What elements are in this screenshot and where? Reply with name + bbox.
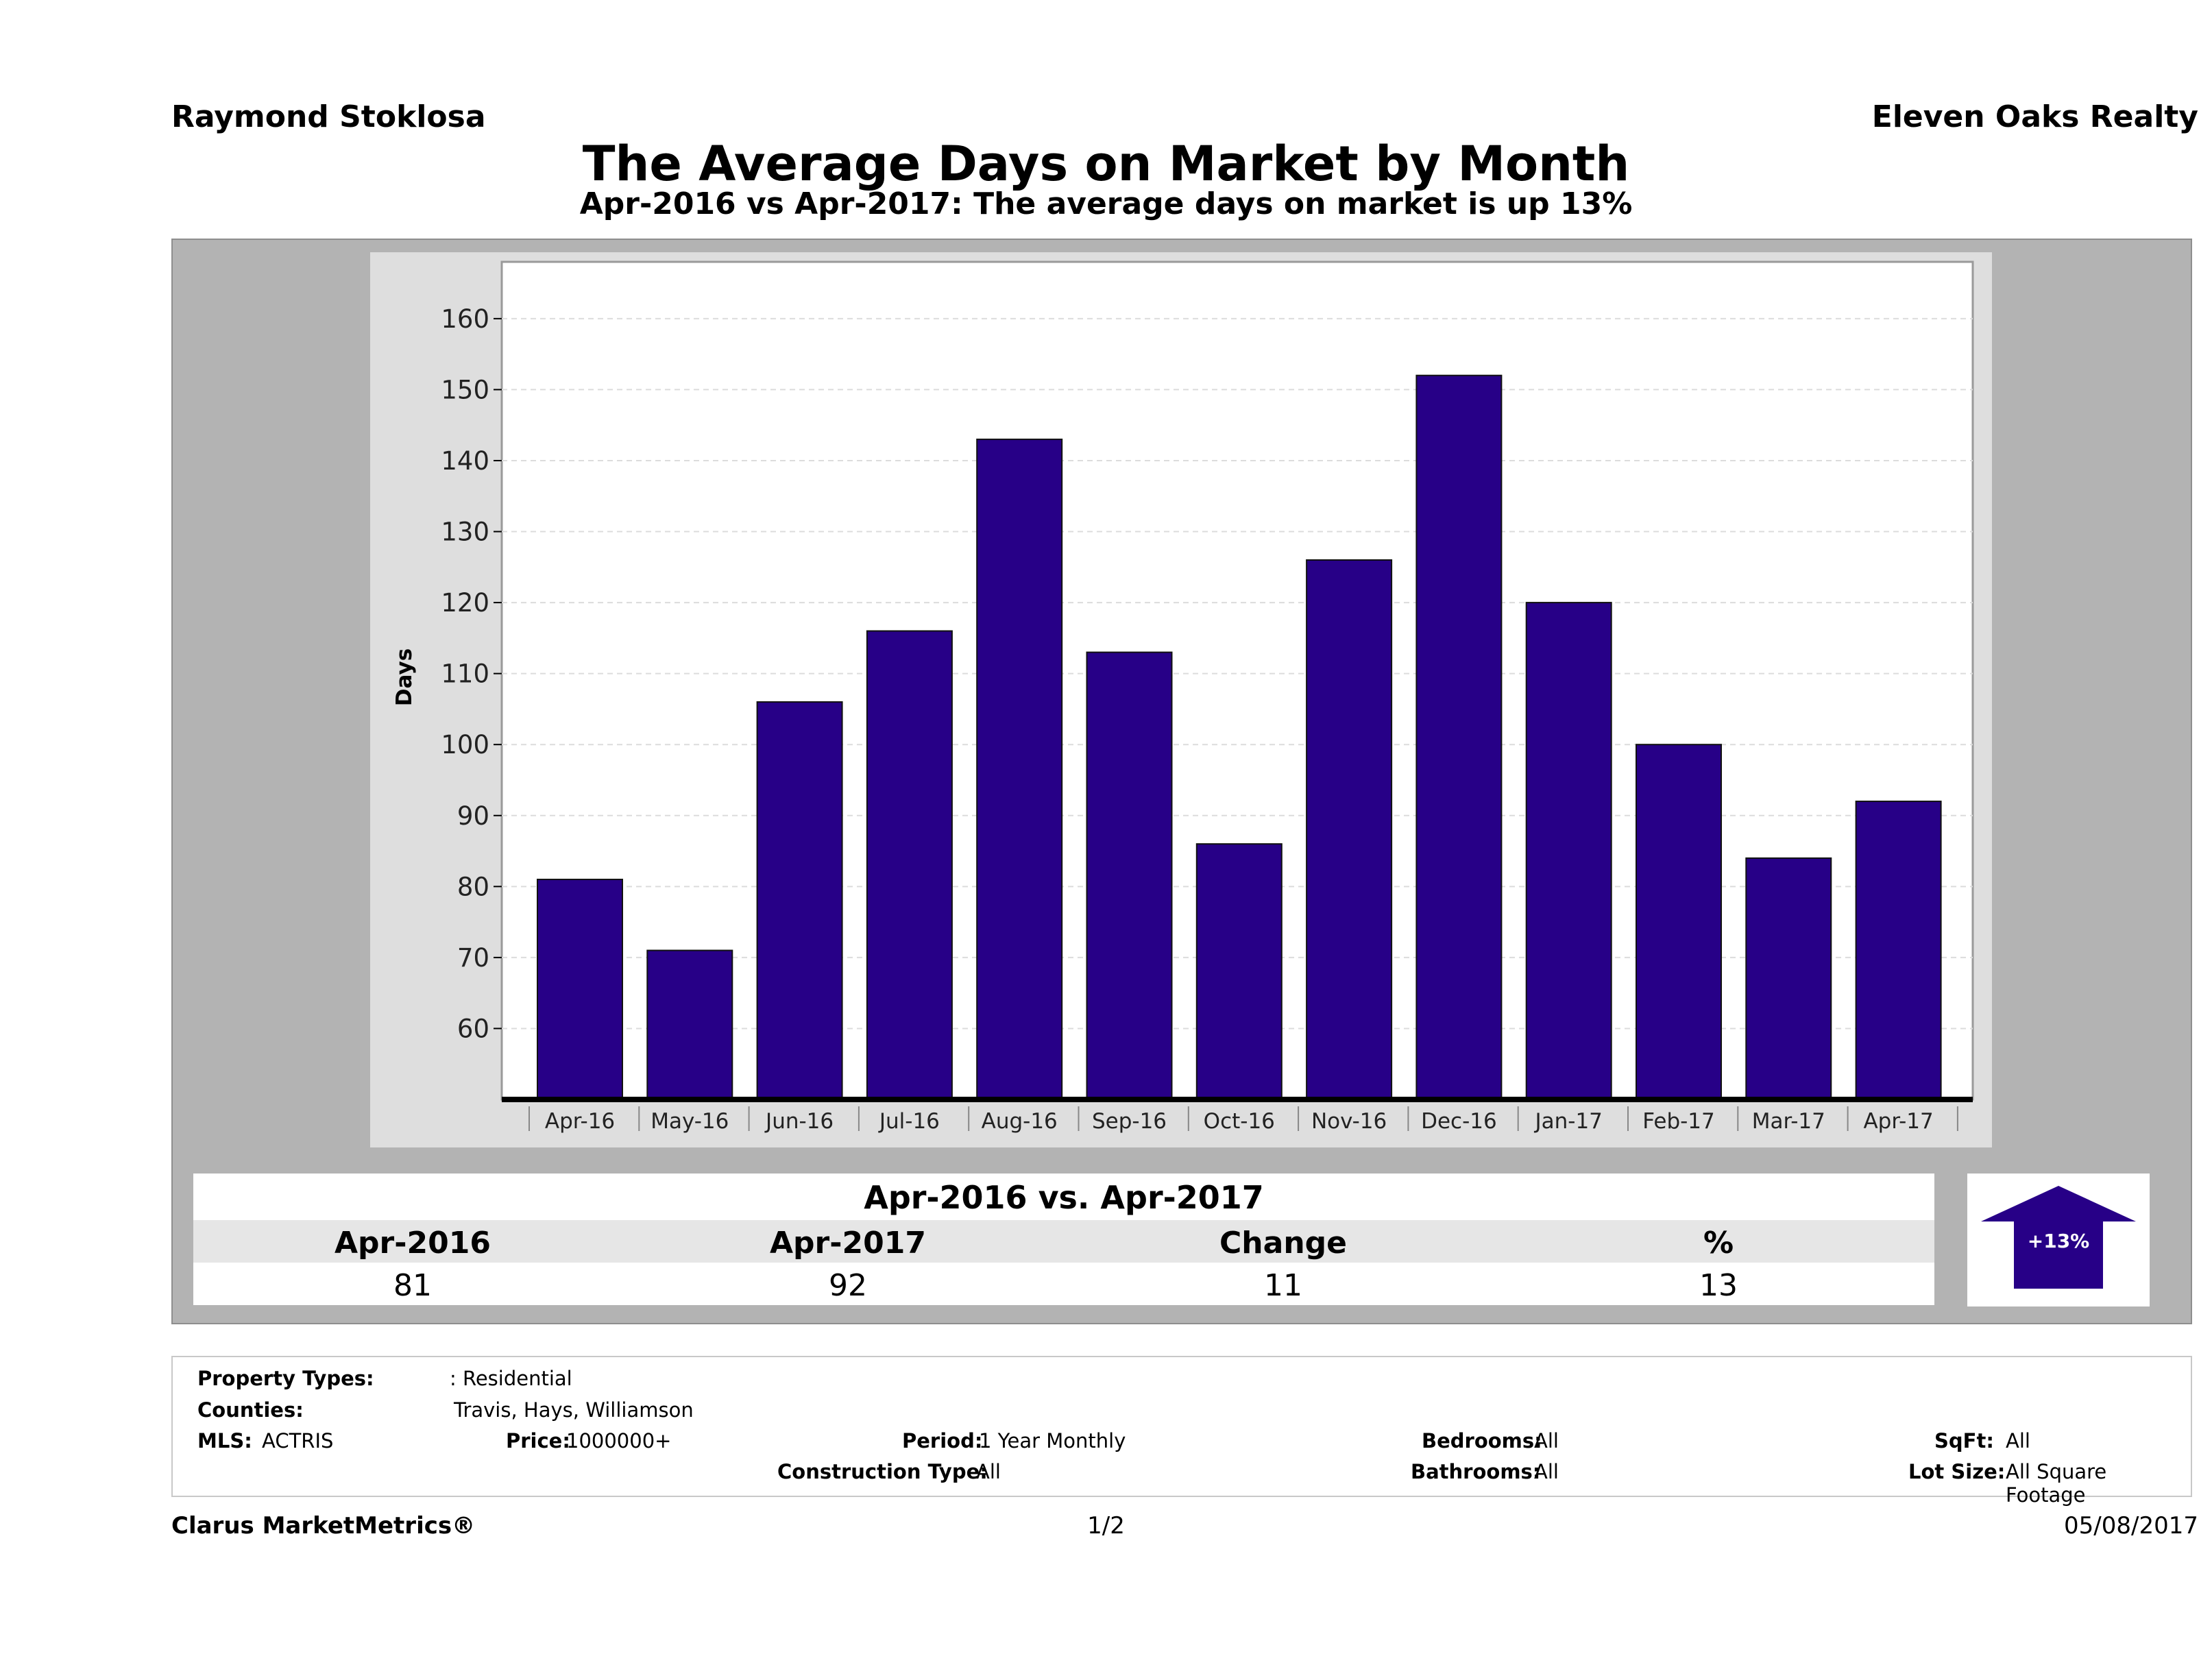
bar-may-16 xyxy=(646,949,733,1101)
bedrooms-value: All xyxy=(1534,1429,1559,1452)
x-tick-label: Apr-16 xyxy=(545,1109,615,1134)
y-tick-label: 60 xyxy=(457,1014,489,1043)
y-tick-label: 100 xyxy=(441,730,489,759)
bar-apr-16 xyxy=(537,878,623,1101)
y-tick-label: 110 xyxy=(441,659,489,689)
x-tick-label: Jun-16 xyxy=(764,1109,834,1134)
x-tick-label: Oct-16 xyxy=(1204,1109,1275,1134)
page-number: 1/2 xyxy=(1087,1512,1125,1540)
y-tick-label: 120 xyxy=(441,588,489,618)
bar-dec-16 xyxy=(1415,374,1503,1100)
comparison-value-change: 11 xyxy=(1264,1268,1302,1303)
period-value: 1 Year Monthly xyxy=(979,1429,1126,1452)
bar-nov-16 xyxy=(1306,559,1393,1100)
comparison-header-end: Apr-2017 xyxy=(770,1226,926,1261)
bedrooms-label: Bedrooms: xyxy=(1422,1429,1542,1452)
counties-label: Counties: xyxy=(197,1398,304,1422)
bar-feb-17 xyxy=(1636,744,1722,1100)
change-badge-text: +13% xyxy=(2028,1230,2089,1252)
agent-name: Raymond Stoklosa xyxy=(171,99,486,134)
x-tick-label: Mar-17 xyxy=(1752,1109,1825,1134)
lot-size-value: All Square Footage xyxy=(2006,1460,2107,1507)
bar-jun-16 xyxy=(756,701,843,1100)
y-tick-label: 140 xyxy=(441,446,489,476)
brand-name: Clarus MarketMetrics® xyxy=(171,1512,476,1540)
comparison-value-row: 81 92 11 13 xyxy=(193,1263,1934,1305)
x-tick-label: Aug-16 xyxy=(982,1109,1058,1134)
comparison-value-end: 92 xyxy=(829,1268,867,1303)
comparison-title: Apr-2016 vs. Apr-2017 xyxy=(864,1179,1264,1216)
comparison-value-start: 81 xyxy=(393,1268,432,1303)
bar-mar-17 xyxy=(1745,857,1832,1100)
property-types-value: : Residential xyxy=(450,1367,572,1390)
arrow-shape xyxy=(1981,1186,2136,1289)
x-tick-label: Jul-16 xyxy=(878,1109,940,1134)
company-name: Eleven Oaks Realty xyxy=(1871,99,2198,134)
x-tick-label: Sep-16 xyxy=(1092,1109,1167,1134)
mls-value: ACTRIS xyxy=(262,1429,334,1452)
change-indicator: +13% xyxy=(1967,1174,2150,1306)
chart-title: The Average Days on Market by Month xyxy=(582,136,1630,192)
x-tick-label: Feb-17 xyxy=(1642,1109,1715,1134)
construction-type-value: All xyxy=(976,1460,1001,1483)
lot-size-label: Lot Size: xyxy=(1908,1460,2006,1483)
bar-jul-16 xyxy=(866,630,953,1100)
x-tick-label: Jan-17 xyxy=(1533,1109,1602,1134)
sqft-value: All xyxy=(2006,1429,2030,1452)
bar-chart: 60 70 80 90 100 110 120 130 140 150 160 Apr-16 May-… xyxy=(370,252,1992,1147)
x-tick-label: May-16 xyxy=(651,1109,729,1134)
comparison-title-row: Apr-2016 vs. Apr-2017 xyxy=(193,1174,1934,1220)
chart-subtitle: Apr-2016 vs Apr-2017: The average days o… xyxy=(579,186,1633,221)
x-tick-label: Dec-16 xyxy=(1421,1109,1497,1134)
x-tick-label: Apr-17 xyxy=(1863,1109,1933,1134)
y-tick-label: 80 xyxy=(457,872,489,901)
price-label: Price: xyxy=(506,1429,570,1452)
report-criteria: Property Types: : Residential Counties: … xyxy=(171,1356,2192,1507)
y-tick-label: 150 xyxy=(441,375,489,404)
mls-label: MLS: xyxy=(197,1429,252,1452)
bar-aug-16 xyxy=(976,438,1063,1100)
y-tick-label: 160 xyxy=(441,304,489,334)
price-value: 1000000+ xyxy=(566,1429,672,1452)
y-tick-label: 70 xyxy=(457,943,489,973)
y-tick-label: 90 xyxy=(457,801,489,831)
comparison-value-percent: 13 xyxy=(1699,1268,1738,1303)
bar-oct-16 xyxy=(1195,843,1283,1101)
up-arrow-icon: +13% xyxy=(1981,1186,2136,1289)
bar-apr-17 xyxy=(1855,801,1942,1100)
comparison-header-percent: % xyxy=(1703,1226,1734,1261)
report-date: 05/08/2017 xyxy=(2064,1512,2198,1540)
property-types-label: Property Types: xyxy=(197,1367,374,1390)
comparison-table: Apr-2016 vs. Apr-2017 Apr-2016 Apr-2017 … xyxy=(193,1174,1934,1306)
construction-type-label: Construction Type: xyxy=(777,1460,988,1483)
y-tick-label: 130 xyxy=(441,518,489,547)
bar-jan-17 xyxy=(1525,602,1612,1101)
period-label: Period: xyxy=(902,1429,983,1452)
comparison-header-change: Change xyxy=(1219,1226,1347,1261)
y-axis-label: Days xyxy=(392,648,417,706)
bar-sep-16 xyxy=(1086,651,1173,1100)
sqft-label: SqFt: xyxy=(1934,1429,1994,1452)
bathrooms-value: All xyxy=(1534,1460,1559,1483)
comparison-header-start: Apr-2016 xyxy=(335,1226,491,1261)
comparison-header-row: Apr-2016 Apr-2017 Change % xyxy=(193,1220,1934,1263)
bathrooms-label: Bathrooms: xyxy=(1411,1460,1541,1483)
x-tick-label: Nov-16 xyxy=(1311,1109,1387,1134)
counties-value: Travis, Hays, Williamson xyxy=(454,1398,694,1422)
